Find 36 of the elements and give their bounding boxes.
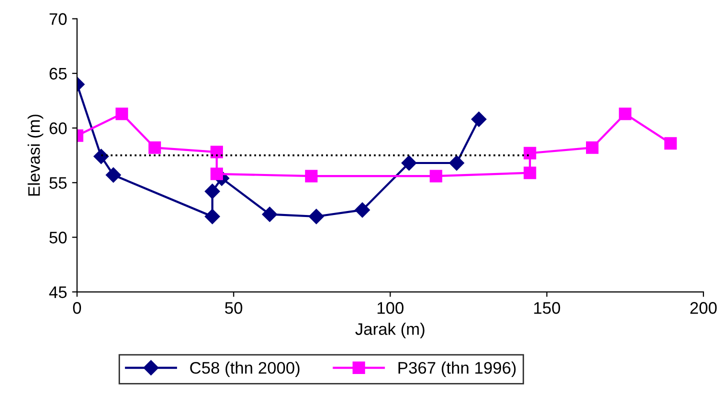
y-tick-label: 45 bbox=[49, 286, 67, 298]
point bbox=[524, 166, 536, 180]
point bbox=[106, 167, 121, 183]
point bbox=[430, 170, 442, 182]
x-tick-label: 100 bbox=[378, 302, 404, 314]
point bbox=[116, 108, 128, 120]
point bbox=[401, 155, 417, 171]
y-tick-label: 50 bbox=[49, 232, 67, 244]
point bbox=[305, 170, 318, 182]
point bbox=[204, 208, 220, 224]
x-axis-title: Jarak (m) bbox=[355, 322, 424, 338]
x-tick-label: 0 bbox=[73, 302, 82, 314]
point bbox=[618, 108, 632, 120]
x-tick-label: 50 bbox=[225, 302, 242, 314]
point bbox=[204, 184, 220, 199]
point bbox=[471, 112, 486, 127]
point bbox=[308, 208, 324, 224]
y-tick-label: 55 bbox=[49, 177, 67, 189]
point bbox=[524, 146, 536, 160]
y-axis-title: Elevasi (m) bbox=[28, 114, 44, 196]
point bbox=[210, 146, 223, 158]
y-tick-label: 60 bbox=[50, 122, 67, 134]
x-tick-label: 200 bbox=[690, 302, 717, 314]
y-tick-label: 65 bbox=[50, 68, 67, 80]
y-tick-label: 70 bbox=[50, 13, 67, 25]
point bbox=[262, 206, 278, 222]
point bbox=[210, 168, 223, 180]
point bbox=[586, 141, 599, 154]
point bbox=[664, 137, 677, 150]
legend-label: P367 (thn 1996) bbox=[398, 362, 516, 378]
point bbox=[354, 202, 370, 218]
legend-label: C58 (thn 2000) bbox=[190, 362, 300, 378]
point bbox=[94, 148, 109, 164]
point bbox=[449, 155, 464, 171]
point bbox=[148, 141, 161, 154]
x-tick-label: 150 bbox=[534, 302, 560, 314]
